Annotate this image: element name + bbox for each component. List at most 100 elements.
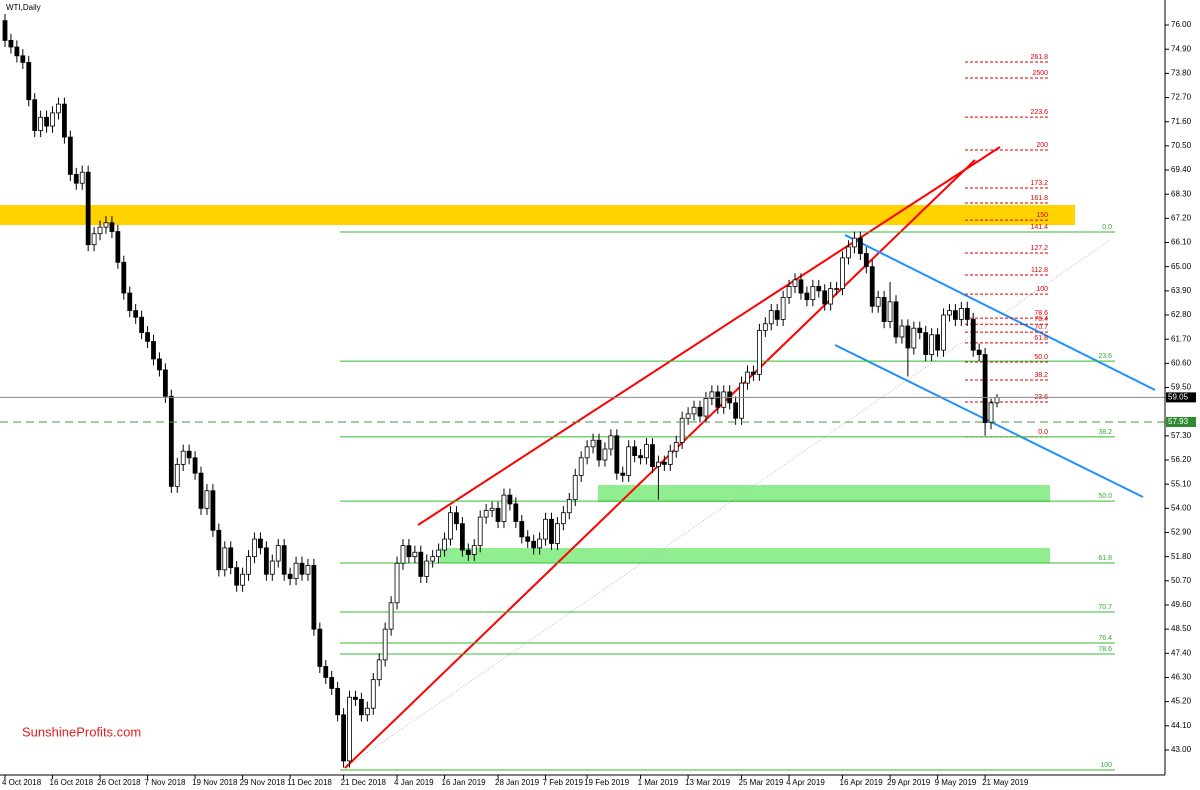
y-tick-label: 61.70 — [1171, 334, 1192, 343]
fib-label: 100 — [1100, 762, 1112, 769]
candle-body — [162, 369, 168, 397]
candle-body — [543, 518, 548, 540]
candle-body — [341, 714, 346, 762]
candle-body — [786, 286, 792, 298]
candle-body — [828, 288, 834, 305]
candle-body — [376, 659, 382, 681]
fib-label: 173.2 — [1030, 180, 1048, 187]
candle-body — [115, 231, 121, 263]
y-tick-label: 73.80 — [1171, 68, 1192, 77]
candle-body — [97, 226, 103, 235]
candle-body — [893, 301, 899, 338]
candle-body — [424, 560, 430, 577]
candle-body — [151, 340, 156, 360]
fib-label: 150 — [1036, 212, 1048, 219]
candle-body — [863, 253, 869, 268]
candle-body — [964, 308, 970, 320]
candle-body — [810, 286, 816, 301]
candle-body — [222, 547, 228, 571]
y-tick-label: 55.10 — [1171, 479, 1192, 488]
fib-label: 78.6 — [1034, 310, 1048, 317]
y-tick-label: 45.20 — [1171, 697, 1192, 706]
candle-body — [133, 310, 139, 318]
candle-body — [822, 290, 828, 305]
candle-body — [186, 450, 192, 459]
y-tick-label: 51.80 — [1171, 552, 1192, 561]
x-tick-label: 29 Nov 2018 — [240, 778, 286, 787]
candle-body — [935, 334, 940, 351]
y-tick-label: 46.30 — [1171, 673, 1192, 682]
last-price-box — [1166, 392, 1196, 403]
candle-body — [762, 323, 768, 331]
candle-body — [685, 413, 691, 419]
y-tick-label: 52.90 — [1171, 528, 1192, 537]
candle-body — [192, 457, 198, 474]
fib-label: 78.6 — [1098, 646, 1112, 653]
support-zone — [440, 548, 1050, 563]
candle-body — [382, 628, 388, 661]
x-tick-label: 4 Apr 2019 — [786, 778, 825, 787]
x-tick-label: 4 Oct 2018 — [2, 778, 42, 787]
y-tick-label: 63.90 — [1171, 286, 1192, 295]
x-tick-label: 13 Mar 2019 — [685, 778, 730, 787]
candle-body — [513, 503, 519, 522]
candle-body — [406, 545, 412, 558]
y-tick-label: 50.70 — [1171, 576, 1192, 585]
x-tick-label: 7 Nov 2018 — [145, 778, 186, 787]
x-tick-label: 28 Jan 2019 — [495, 778, 540, 787]
candle-body — [739, 382, 744, 419]
candle-body — [157, 358, 162, 371]
y-tick-label: 65.00 — [1171, 262, 1192, 271]
candle-body — [299, 562, 305, 575]
candle-body — [275, 545, 281, 562]
candle-body — [958, 308, 964, 320]
candle-body — [347, 696, 352, 762]
candle-body — [38, 116, 44, 131]
candle-body — [471, 545, 477, 555]
candle-body — [56, 103, 61, 114]
ask-label: 57.93 — [1168, 417, 1189, 426]
candle-body — [578, 457, 584, 476]
y-tick-label: 68.30 — [1171, 189, 1192, 198]
candle-body — [852, 237, 857, 248]
candle-body — [798, 279, 804, 294]
y-tick-label: 71.60 — [1171, 117, 1192, 126]
candle-body — [857, 237, 863, 254]
candle-body — [180, 450, 186, 465]
candle-body — [846, 246, 851, 259]
x-tick-label: 16 Apr 2019 — [840, 778, 884, 787]
fib-label: 161.8 — [1030, 195, 1048, 202]
y-tick-label: 57.30 — [1171, 431, 1192, 440]
fib-label: 61.8 — [1034, 335, 1048, 342]
candle-body — [626, 446, 632, 476]
candle-body — [881, 297, 887, 322]
candle-body — [620, 472, 626, 476]
candle-body — [323, 666, 329, 678]
fib-label: 261.8 — [1030, 54, 1048, 61]
x-tick-label: 4 Jan 2019 — [394, 778, 434, 787]
candle-body — [418, 551, 424, 577]
candle-body — [145, 332, 150, 342]
support-zone — [598, 485, 1050, 502]
candle-body — [91, 233, 97, 246]
candle-body — [638, 455, 643, 459]
candle-body — [121, 261, 127, 294]
candle-body — [465, 549, 471, 555]
fib-label: 2500 — [1032, 70, 1048, 77]
fib-label: 0.0 — [1038, 429, 1048, 436]
candle-body — [555, 523, 560, 544]
candle-body — [216, 529, 222, 571]
candle-body — [840, 257, 845, 290]
x-tick-label: 16 Oct 2018 — [50, 778, 94, 787]
fib-label: 0.0 — [1102, 224, 1112, 231]
fib-label: 223.6 — [1030, 109, 1048, 116]
candle-body — [667, 450, 673, 465]
fib-label: 76.4 — [1034, 316, 1048, 323]
candle-body — [715, 391, 721, 408]
x-tick-label: 25 Mar 2019 — [739, 778, 784, 787]
candle-body — [572, 474, 578, 500]
candle-body — [756, 329, 762, 375]
candle-body — [697, 406, 703, 417]
